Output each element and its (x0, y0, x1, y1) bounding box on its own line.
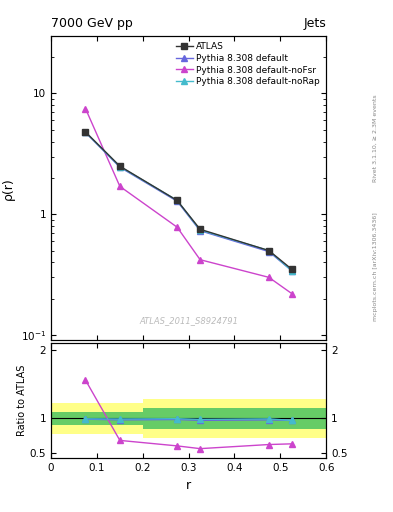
X-axis label: r: r (186, 479, 191, 492)
Text: ATLAS_2011_S8924791: ATLAS_2011_S8924791 (139, 316, 238, 325)
Pythia 8.308 default-noFsr (118, 183, 122, 189)
Pythia 8.308 default-noRap (198, 227, 202, 233)
Line: ATLAS: ATLAS (83, 129, 295, 272)
ATLAS (83, 129, 88, 135)
ATLAS (198, 226, 202, 232)
ATLAS (175, 197, 180, 203)
Pythia 8.308 default (266, 248, 271, 254)
Pythia 8.308 default-noRap (290, 268, 294, 274)
Y-axis label: ρ(r): ρ(r) (2, 177, 15, 200)
ATLAS (266, 247, 271, 253)
Line: Pythia 8.308 default-noRap: Pythia 8.308 default-noRap (83, 130, 295, 273)
Pythia 8.308 default-noFsr (266, 274, 271, 281)
ATLAS (290, 266, 294, 272)
Pythia 8.308 default (118, 164, 122, 170)
Pythia 8.308 default-noFsr (290, 290, 294, 296)
Text: 7000 GeV pp: 7000 GeV pp (51, 17, 133, 30)
Text: mcplots.cern.ch [arXiv:1306.3436]: mcplots.cern.ch [arXiv:1306.3436] (373, 212, 378, 321)
Line: Pythia 8.308 default-noFsr: Pythia 8.308 default-noFsr (83, 106, 295, 296)
Pythia 8.308 default-noRap (83, 129, 88, 135)
Line: Pythia 8.308 default: Pythia 8.308 default (83, 130, 295, 273)
Legend: ATLAS, Pythia 8.308 default, Pythia 8.308 default-noFsr, Pythia 8.308 default-no: ATLAS, Pythia 8.308 default, Pythia 8.30… (174, 40, 322, 88)
Pythia 8.308 default-noFsr (83, 105, 88, 112)
Pythia 8.308 default-noFsr (175, 224, 180, 230)
Pythia 8.308 default (290, 268, 294, 274)
Pythia 8.308 default-noFsr (198, 257, 202, 263)
ATLAS (118, 163, 122, 169)
Pythia 8.308 default-noRap (266, 247, 271, 253)
Pythia 8.308 default (198, 228, 202, 234)
Pythia 8.308 default (83, 130, 88, 136)
Pythia 8.308 default-noRap (118, 163, 122, 169)
Y-axis label: Ratio to ATLAS: Ratio to ATLAS (17, 365, 27, 436)
Text: Jets: Jets (303, 17, 326, 30)
Pythia 8.308 default (175, 198, 180, 204)
Text: Rivet 3.1.10, ≥ 2.3M events: Rivet 3.1.10, ≥ 2.3M events (373, 94, 378, 182)
Pythia 8.308 default-noRap (175, 197, 180, 203)
